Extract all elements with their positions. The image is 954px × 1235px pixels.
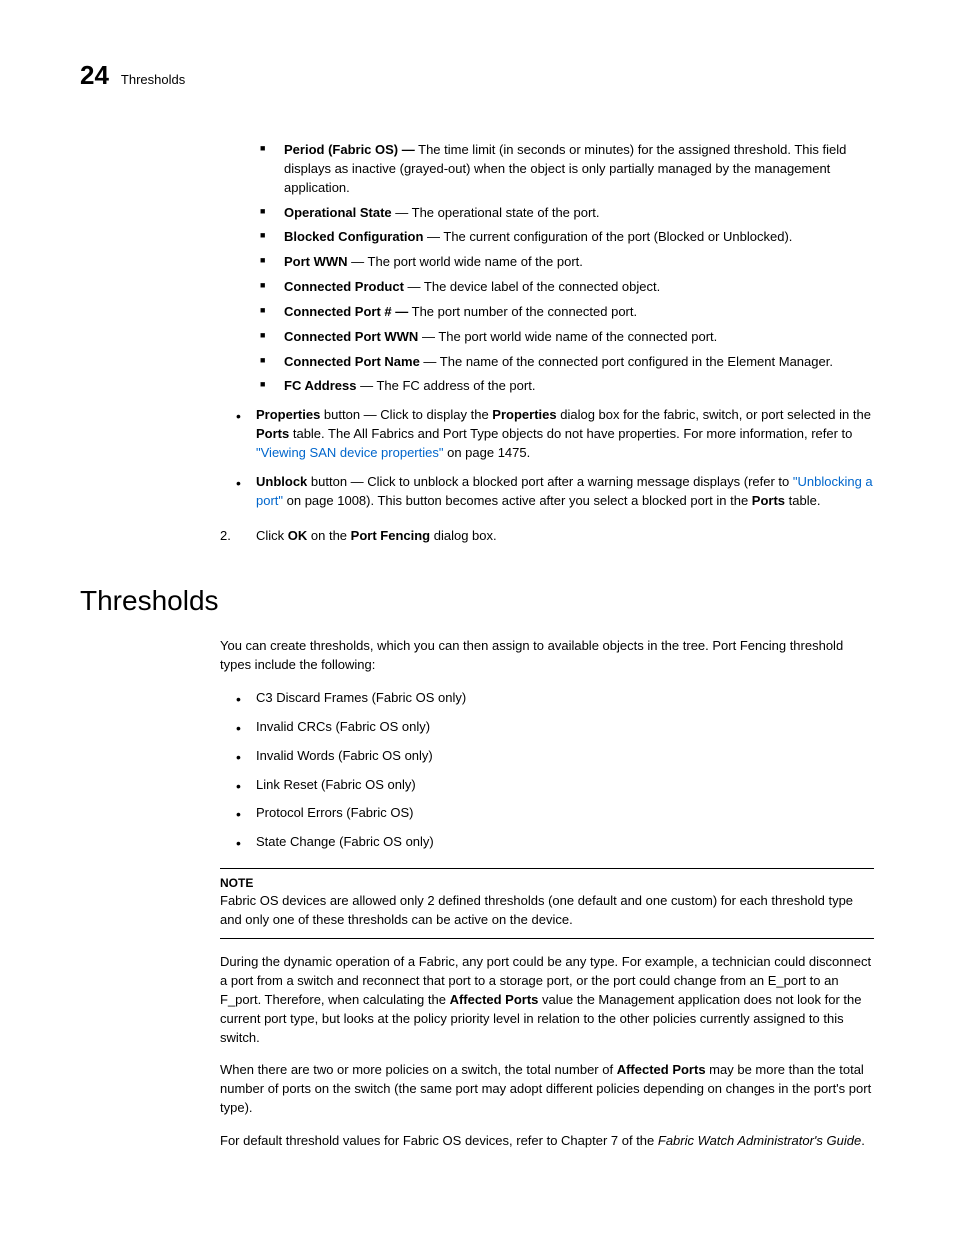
link-viewing-properties[interactable]: "Viewing SAN device properties": [256, 445, 443, 460]
list-item: FC Address — The FC address of the port.: [284, 377, 874, 396]
section-heading-thresholds: Thresholds: [80, 585, 874, 617]
list-item: Period (Fabric OS) — The time limit (in …: [284, 141, 874, 198]
page-header: 24 Thresholds: [80, 60, 874, 91]
step-list: 2. Click OK on the Port Fencing dialog b…: [220, 527, 874, 546]
list-item: State Change (Fabric OS only): [256, 833, 874, 852]
main-content: Period (Fabric OS) — The time limit (in …: [220, 141, 874, 545]
note-label: NOTE: [220, 875, 874, 892]
list-item: Link Reset (Fabric OS only): [256, 776, 874, 795]
list-item: Protocol Errors (Fabric OS): [256, 804, 874, 823]
note-block: NOTE Fabric OS devices are allowed only …: [220, 868, 874, 939]
threshold-types-list: C3 Discard Frames (Fabric OS only) Inval…: [220, 689, 874, 852]
list-item: Operational State — The operational stat…: [284, 204, 874, 223]
list-item: Invalid Words (Fabric OS only): [256, 747, 874, 766]
note-text: Fabric OS devices are allowed only 2 def…: [220, 892, 874, 930]
paragraph: For default threshold values for Fabric …: [220, 1132, 874, 1151]
chapter-title: Thresholds: [121, 72, 185, 87]
list-item: Connected Product — The device label of …: [284, 278, 874, 297]
thresholds-content: You can create thresholds, which you can…: [220, 637, 874, 1150]
list-item: Connected Port Name — The name of the co…: [284, 353, 874, 372]
list-item: Connected Port # — The port number of th…: [284, 303, 874, 322]
chapter-number: 24: [80, 60, 109, 91]
field-definitions-list: Period (Fabric OS) — The time limit (in …: [220, 141, 874, 396]
list-item: Connected Port WWN — The port world wide…: [284, 328, 874, 347]
list-item: Invalid CRCs (Fabric OS only): [256, 718, 874, 737]
list-item: Properties button — Click to display the…: [256, 406, 874, 463]
list-item: Unblock button — Click to unblock a bloc…: [256, 473, 874, 511]
paragraph: During the dynamic operation of a Fabric…: [220, 953, 874, 1047]
list-item: Port WWN — The port world wide name of t…: [284, 253, 874, 272]
list-item: Blocked Configuration — The current conf…: [284, 228, 874, 247]
button-descriptions-list: Properties button — Click to display the…: [220, 406, 874, 510]
step-item: 2. Click OK on the Port Fencing dialog b…: [220, 527, 874, 546]
intro-paragraph: You can create thresholds, which you can…: [220, 637, 874, 675]
list-item: C3 Discard Frames (Fabric OS only): [256, 689, 874, 708]
paragraph: When there are two or more policies on a…: [220, 1061, 874, 1118]
